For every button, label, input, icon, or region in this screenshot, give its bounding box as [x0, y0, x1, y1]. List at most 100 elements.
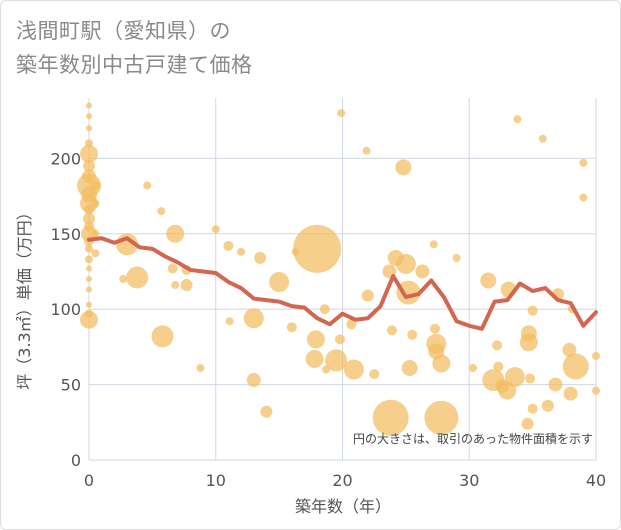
bubble-point: [369, 369, 380, 380]
bubble-point: [211, 225, 220, 234]
bubble-point: [401, 359, 418, 376]
bubble-point: [362, 146, 371, 155]
bubble-point: [415, 264, 430, 279]
bubble-point: [143, 181, 152, 190]
x-axis-label: 築年数（年）: [295, 497, 391, 516]
bubble-point: [91, 199, 100, 208]
bubble-point: [90, 180, 101, 191]
bubble-point: [424, 400, 459, 435]
bubble-point: [119, 275, 128, 283]
bubble-point: [260, 405, 273, 418]
axis-ticks: 0 10 20 30 40 0 50 100 150 200: [50, 149, 606, 490]
bubble-point: [562, 342, 577, 357]
bubble-point: [254, 251, 267, 264]
bubble-point: [513, 115, 522, 124]
bubble-point: [579, 193, 588, 202]
bubble-point: [562, 353, 589, 380]
bubble-point: [525, 373, 536, 384]
bubble-point: [86, 301, 92, 308]
x-tick-label: 20: [332, 471, 352, 490]
x-tick-label: 30: [459, 471, 479, 490]
y-tick-label: 100: [50, 300, 81, 319]
bubble-point: [305, 349, 324, 368]
bubble-point: [527, 305, 538, 316]
x-tick-label: 0: [84, 471, 94, 490]
bubble-point: [86, 102, 92, 109]
bubble-point: [306, 330, 325, 349]
bubble-point: [126, 266, 149, 289]
chart-title-line-1: 浅間町駅（愛知県）の: [16, 19, 231, 43]
bubble-point: [452, 253, 461, 262]
x-tick-label: 40: [586, 471, 606, 490]
bubble-point: [91, 249, 100, 258]
bubble-point: [237, 247, 246, 256]
bubble-point: [395, 253, 416, 274]
y-tick-label: 0: [71, 451, 81, 470]
y-tick-label: 150: [50, 225, 81, 244]
bubble-point: [432, 354, 451, 373]
bubble-point: [493, 361, 504, 372]
bubble-point: [343, 359, 364, 380]
bubble-point: [151, 325, 174, 348]
bubble-point: [171, 281, 180, 290]
bubble-point: [521, 417, 534, 430]
bubble-point: [527, 403, 538, 414]
bubble-point: [541, 399, 554, 412]
bubble-point: [469, 363, 478, 372]
bubble-point: [86, 113, 92, 120]
bubble-point: [548, 377, 563, 392]
bubble-point: [334, 334, 345, 345]
bubble-point: [430, 323, 441, 334]
bubble-point: [196, 363, 205, 372]
bubble-point: [579, 158, 588, 167]
bubble-point: [246, 373, 261, 388]
bubble-point: [180, 279, 193, 292]
bubble-point: [592, 351, 600, 360]
bubble-point: [225, 317, 234, 326]
bubble-point: [346, 319, 357, 330]
bubble-point: [361, 289, 374, 302]
bubble-point: [91, 229, 100, 238]
trend-line: [87, 236, 598, 331]
size-annotation: 円の大きさは、取引のあった物件面積を示す: [353, 431, 593, 446]
bubble-point: [269, 272, 290, 293]
y-tick-label: 50: [61, 376, 81, 395]
bubble-point: [80, 310, 98, 329]
bubble-point: [519, 333, 538, 352]
y-tick-label: 200: [50, 149, 81, 168]
bubble-point: [223, 240, 234, 251]
bubble-point: [86, 276, 92, 282]
bubble-point: [492, 340, 503, 351]
bubble-point: [407, 329, 418, 340]
bubble-point: [429, 240, 438, 249]
bubble-point: [386, 325, 397, 336]
bubble-point: [592, 386, 600, 395]
bubble-point: [80, 144, 98, 163]
bubble-point: [85, 244, 93, 253]
bubble-point: [538, 134, 547, 143]
bubble-point: [325, 349, 348, 372]
bubble-point: [86, 286, 92, 293]
bubble-point: [372, 399, 409, 436]
bubble-point: [563, 386, 578, 401]
bubble-series: [77, 102, 600, 436]
chart-title-line-2: 築年数別中古戸建て価格: [16, 53, 253, 77]
bubble-point: [86, 265, 92, 272]
bubble-point: [480, 272, 497, 289]
bubble-point: [504, 367, 525, 388]
bubble-point: [293, 224, 342, 273]
bubble-point: [166, 224, 185, 243]
y-axis-label: 坪（3.3㎡）単価（万円）: [15, 204, 34, 389]
bubble-point: [157, 207, 166, 216]
x-tick-label: 10: [206, 471, 226, 490]
bubble-point: [84, 204, 94, 215]
bubble-point: [85, 255, 93, 264]
chart-title: 浅間町駅（愛知県）の 築年数別中古戸建て価格: [16, 14, 253, 82]
bubble-point: [337, 109, 346, 118]
bubble-point: [83, 212, 95, 225]
bubble-point: [286, 322, 297, 333]
bubble-point: [396, 280, 421, 305]
bubble-point: [243, 308, 264, 329]
bubble-point: [395, 159, 412, 176]
